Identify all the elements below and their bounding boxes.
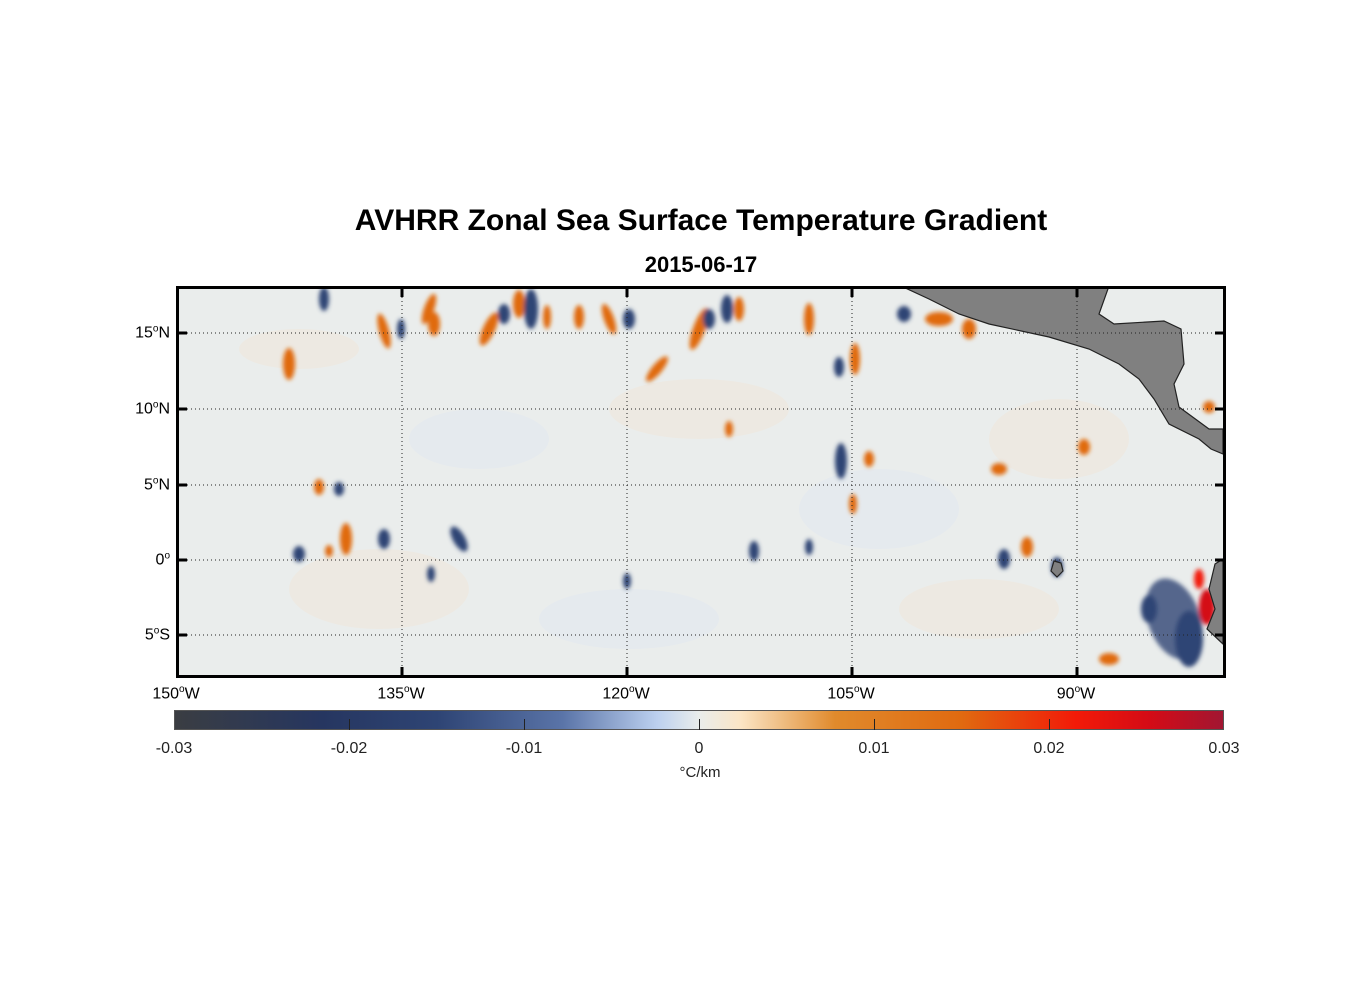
colorbar-tick (699, 719, 700, 730)
central-america-land (906, 289, 1223, 455)
land-masses (906, 289, 1223, 645)
colorbar-label: -0.01 (505, 740, 543, 757)
lat-label-15n: 15oN (135, 323, 170, 342)
sst-gradient-map (176, 286, 1226, 678)
colorbar-label: 0.02 (1033, 740, 1065, 757)
lat-label-0: 0o (155, 550, 170, 569)
lat-label-5n: 5oN (143, 475, 170, 494)
colorbar-label: 0.01 (858, 740, 890, 757)
colorbar-tick (1049, 719, 1050, 730)
lat-label-5s: 5oS (144, 625, 170, 644)
lon-label-135w: 135oW (377, 684, 425, 703)
south-america-land (1206, 558, 1223, 645)
colorbar-tick (874, 719, 875, 730)
lon-label-150w: 150oW (152, 684, 200, 703)
colorbar-tick (349, 719, 350, 730)
map-title: AVHRR Zonal Sea Surface Temperature Grad… (354, 204, 1048, 237)
frame-ticks (179, 289, 1223, 675)
background-texture (179, 289, 1223, 675)
lon-label-120w: 120oW (602, 684, 650, 703)
colorbar-label-min: -0.03 (155, 740, 193, 757)
colorbar-label: -0.02 (330, 740, 368, 757)
graticule (179, 289, 1223, 675)
colorbar-units: °C/km (679, 764, 721, 781)
lon-label-105w: 105oW (827, 684, 875, 703)
map-date: 2015-06-17 (644, 252, 758, 277)
colorbar-tick (524, 719, 525, 730)
colorbar-label-max: 0.03 (1208, 740, 1240, 757)
lat-label-10n: 10oN (135, 399, 170, 418)
map-canvas (179, 289, 1223, 675)
colorbar-label-zero: 0 (694, 740, 704, 757)
galapagos-land (1050, 560, 1064, 578)
lon-label-90w: 90oW (1056, 684, 1096, 703)
gradient-features (283, 289, 1215, 667)
